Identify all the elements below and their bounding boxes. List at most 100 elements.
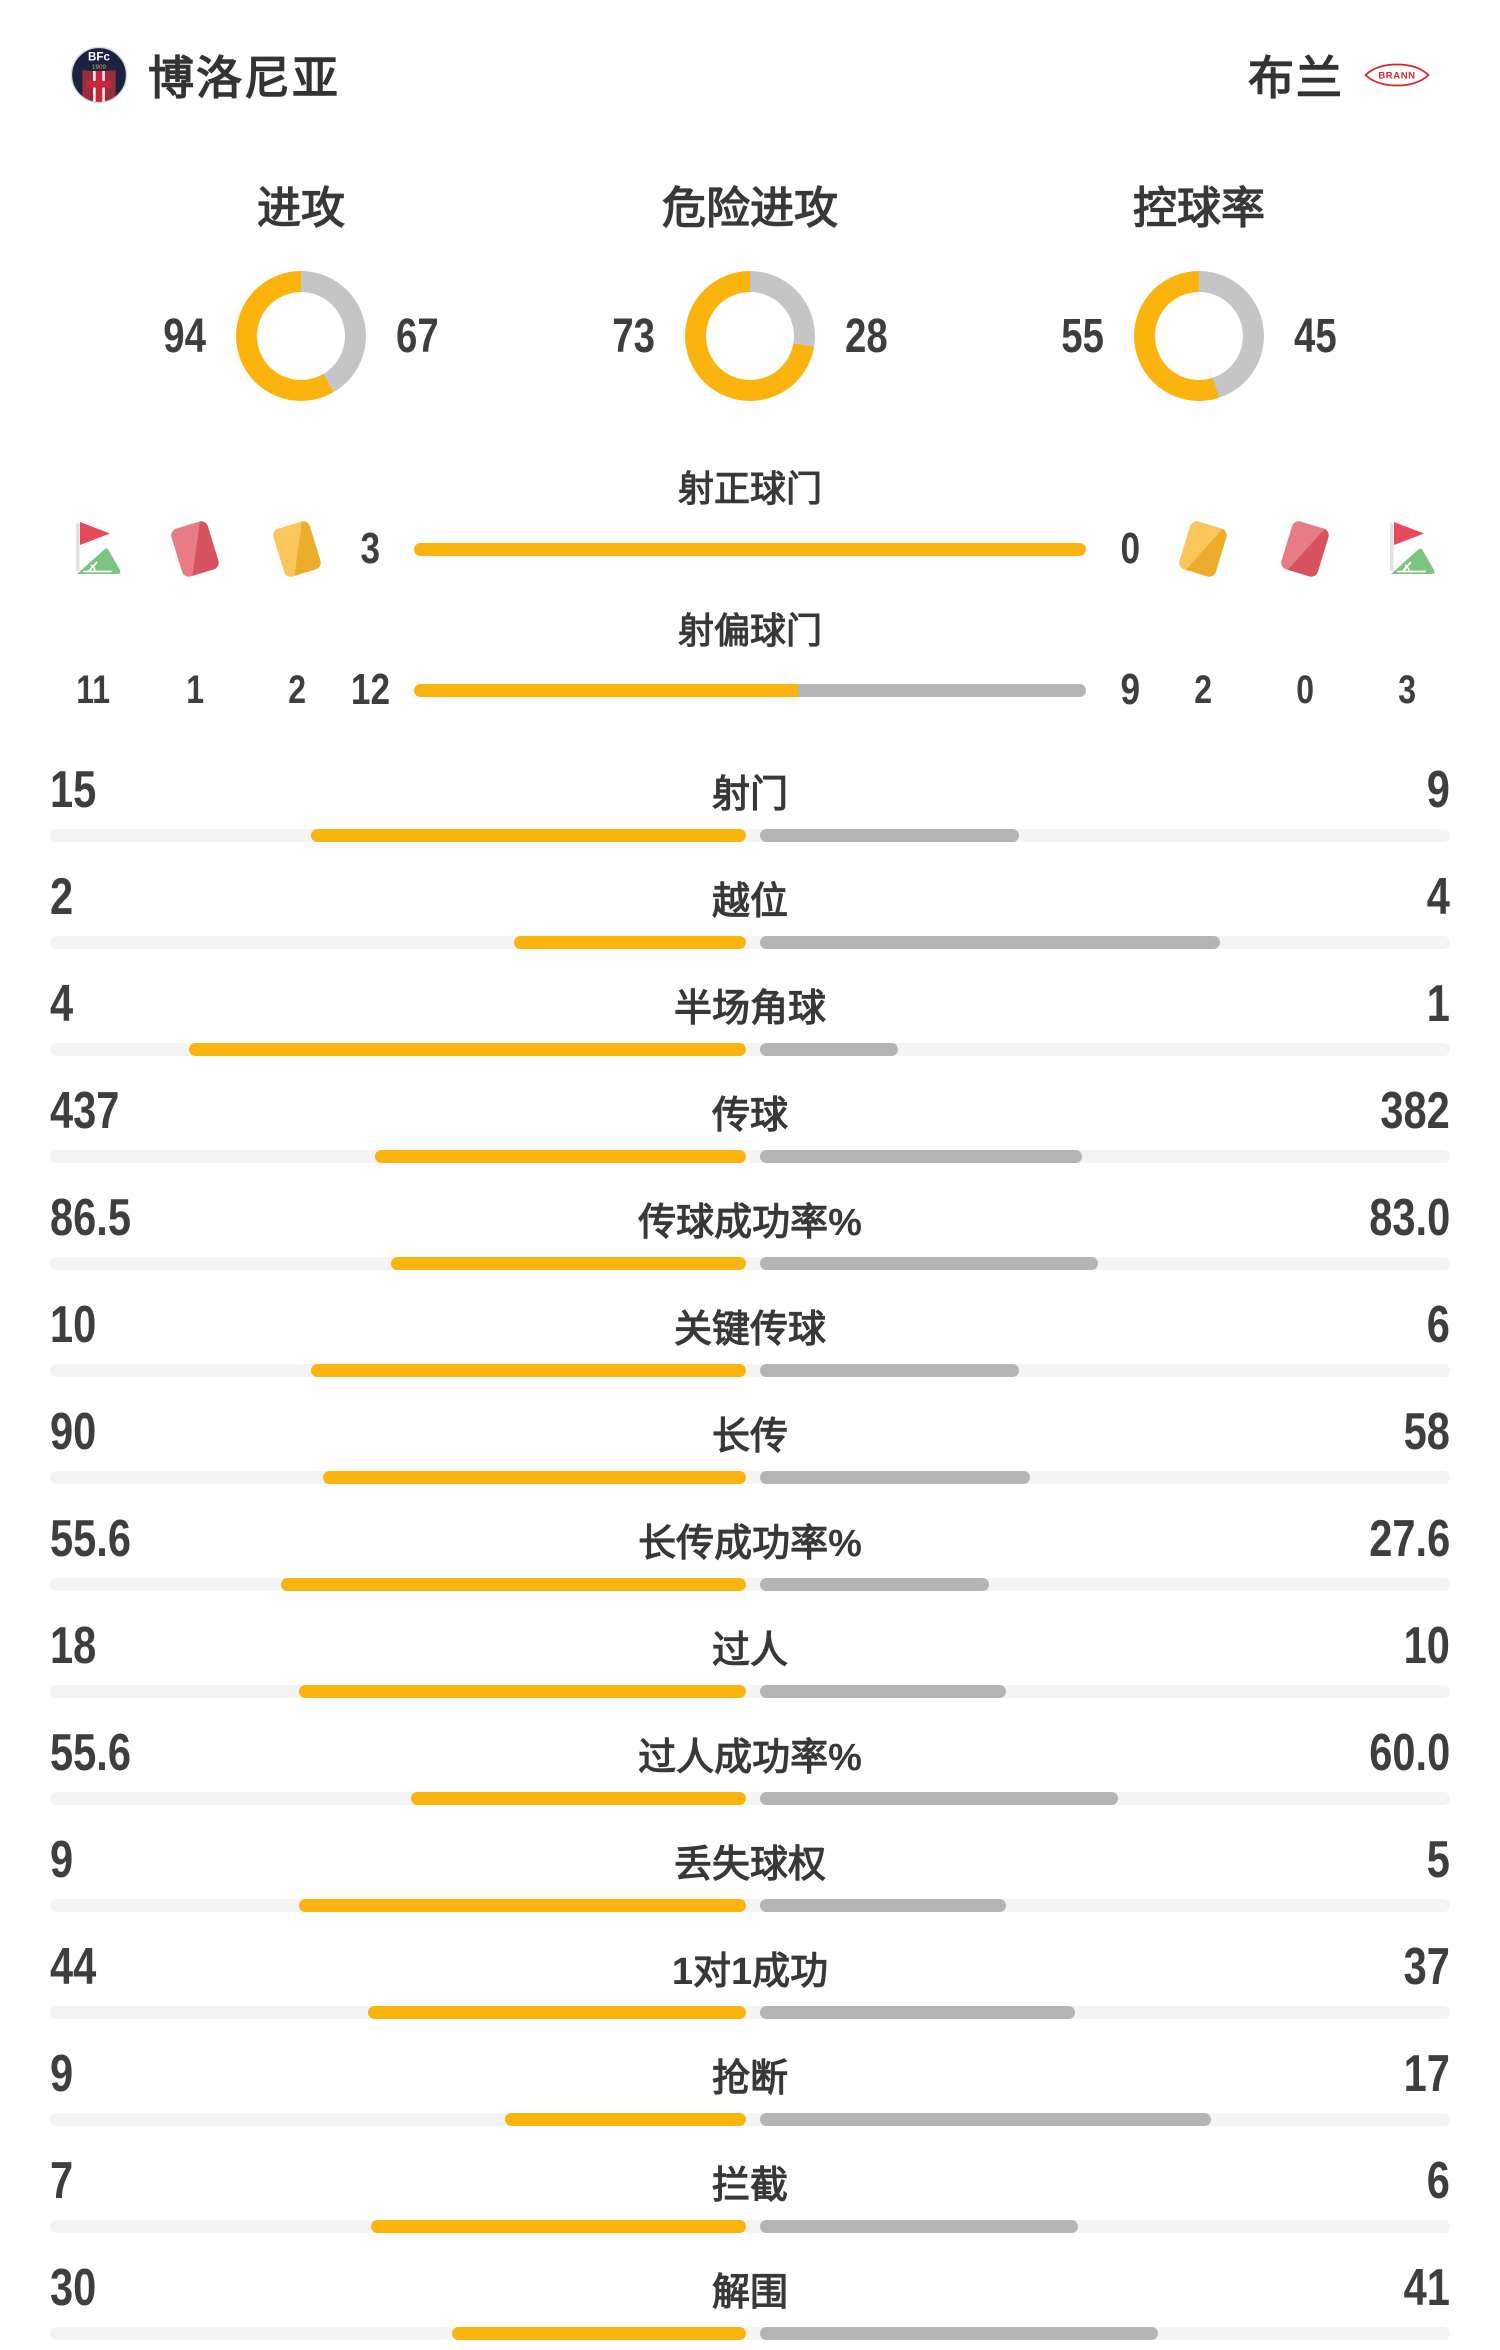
off-target-home-value: 12 <box>350 665 390 714</box>
stat-bar-away <box>760 2327 1159 2340</box>
stat-row: 丢失球权 9 5 <box>0 1831 1500 1912</box>
stat-bar-away <box>760 1043 898 1056</box>
donut-home-value: 94 <box>163 309 206 363</box>
stat-row: 半场角球 4 1 <box>0 975 1500 1056</box>
stat-bar-away <box>760 1578 989 1591</box>
stat-away-value: 58 <box>1403 1403 1450 1461</box>
stat-bar-home <box>189 1043 746 1056</box>
stat-row: 传球 437 382 <box>0 1082 1500 1163</box>
stat-bar-track <box>50 829 1450 842</box>
stat-away-value: 1 <box>1426 975 1450 1033</box>
stat-home-value: 90 <box>50 1403 97 1461</box>
stat-bar-away <box>760 2006 1076 2019</box>
stat-row: 解围 30 41 <box>0 2259 1500 2340</box>
away-team-name: 布兰 <box>1248 52 1344 104</box>
donut-home-value: 73 <box>612 309 655 363</box>
stat-bar-home <box>390 1257 746 1270</box>
home-team[interactable]: BFc 1909 博洛尼亚 <box>70 42 340 108</box>
stat-label: 长传成功率% <box>638 1522 862 1565</box>
shots-off-target-title: 射偏球门 <box>677 610 822 651</box>
brann-wordmark: BRANN <box>1378 71 1415 82</box>
off-target-away-bar <box>798 683 1086 697</box>
bologna-crest-logo: BFc 1909 <box>70 46 128 104</box>
stat-label: 拦截 <box>711 2164 788 2207</box>
bologna-initials: BFc <box>88 51 110 64</box>
stat-bar-away <box>760 1257 1098 1270</box>
stat-away-value: 382 <box>1380 1082 1450 1140</box>
stat-bar-away <box>760 1685 1007 1698</box>
bologna-year: 1909 <box>92 64 106 71</box>
stat-away-value: 6 <box>1426 1296 1450 1354</box>
donut-column: 进攻 94 67 <box>77 172 526 402</box>
stat-home-value: 15 <box>50 761 97 819</box>
stat-home-value: 18 <box>50 1617 97 1675</box>
stat-away-value: 60.0 <box>1369 1724 1450 1782</box>
stat-home-value: 9 <box>50 2045 74 2103</box>
donut-ring-chart <box>1134 271 1264 401</box>
shots-off-target-row: 11 1 2 12 9 2 0 3 <box>0 664 1500 716</box>
away-red-cards-count: 0 <box>1296 667 1314 712</box>
stat-row: 抢断 9 17 <box>0 2045 1500 2126</box>
away-yellow-cards-count: 2 <box>1194 667 1212 712</box>
stat-label: 抢断 <box>711 2057 788 2100</box>
corner-flag-icon <box>64 518 122 580</box>
stat-bar-home <box>374 1150 746 1163</box>
on-target-home-bar <box>414 542 1086 556</box>
home-yellow-cards-count: 2 <box>288 667 306 712</box>
stat-label: 半场角球 <box>673 987 826 1030</box>
home-discipline-icons <box>64 518 326 580</box>
stat-label: 射门 <box>711 773 788 816</box>
stat-bar-home <box>280 1578 746 1591</box>
stat-bar-home <box>451 2327 746 2340</box>
stat-bar-home <box>371 2220 746 2233</box>
stat-bar-home <box>298 1899 746 1912</box>
teams-header: BFc 1909 博洛尼亚 布兰 BRANN <box>0 0 1500 108</box>
stat-bar-track <box>50 1685 1450 1698</box>
stat-row: 过人 18 10 <box>0 1617 1500 1698</box>
stat-bar-home <box>367 2006 746 2019</box>
stat-away-value: 6 <box>1426 2152 1450 2210</box>
stat-home-value: 9 <box>50 1831 74 1889</box>
away-team[interactable]: 布兰 BRANN <box>1248 42 1430 108</box>
stat-home-value: 44 <box>50 1938 97 1996</box>
off-target-home-bar <box>414 683 798 697</box>
home-red-cards-count: 1 <box>186 667 204 712</box>
stat-label: 解围 <box>711 2271 788 2314</box>
on-target-away-value: 0 <box>1120 524 1140 573</box>
stat-bar-away <box>760 1792 1119 1805</box>
stat-bar-away <box>760 1150 1082 1163</box>
stat-row: 关键传球 10 6 <box>0 1296 1500 1377</box>
stat-away-value: 37 <box>1403 1938 1450 1996</box>
stat-home-value: 55.6 <box>50 1510 131 1568</box>
home-team-name: 博洛尼亚 <box>148 52 340 104</box>
stat-bar-track <box>50 1578 1450 1591</box>
away-discipline-counts: 2 0 3 <box>1174 659 1436 721</box>
stat-label: 传球 <box>711 1094 788 1137</box>
on-target-bar <box>414 542 1086 556</box>
stat-label: 长传 <box>711 1415 788 1458</box>
donut-column: 危险进攻 73 28 <box>526 172 975 402</box>
stat-bar-track <box>50 1792 1450 1805</box>
stat-home-value: 55.6 <box>50 1724 131 1782</box>
stat-label: 过人成功率% <box>638 1736 862 1779</box>
stat-bar-track <box>50 2113 1450 2126</box>
stat-home-value: 4 <box>50 975 74 1033</box>
on-target-home-value: 3 <box>360 524 380 573</box>
stat-bar-away <box>760 1471 1031 1484</box>
stat-away-value: 17 <box>1403 2045 1450 2103</box>
yellow-card-icon <box>268 518 326 580</box>
stat-row: 传球成功率% 86.5 83.0 <box>0 1189 1500 1270</box>
stat-bar-track <box>50 1364 1450 1377</box>
donut-charts-section: 进攻 94 67 危险进攻 73 28 控球率 55 45 <box>0 172 1500 402</box>
stat-bar-away <box>760 2113 1212 2126</box>
stat-row: 1对1成功 44 37 <box>0 1938 1500 2019</box>
stat-bar-track <box>50 2006 1450 2019</box>
donut-home-value: 55 <box>1061 309 1104 363</box>
donut-ring-chart <box>685 271 815 401</box>
shots-on-target-row: 3 0 <box>0 518 1500 580</box>
donut-away-value: 45 <box>1294 309 1337 363</box>
donut-column: 控球率 55 45 <box>975 172 1424 402</box>
stat-bar-away <box>760 1899 1007 1912</box>
shots-on-target-title: 射正球门 <box>677 468 822 509</box>
